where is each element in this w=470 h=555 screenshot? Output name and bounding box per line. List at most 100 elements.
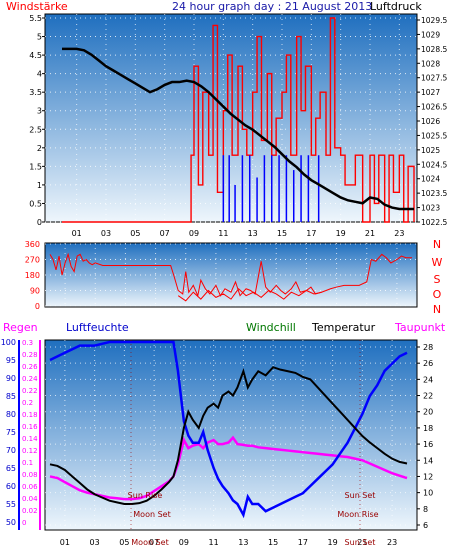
pressure-line	[62, 47, 414, 211]
hour-tick-label: 07	[160, 229, 170, 238]
hour-tick-label: 17	[298, 538, 308, 547]
wind-direction-line	[177, 288, 322, 302]
annotation-label: Moon Rise	[337, 510, 378, 519]
rain-tick-label: 0.06	[22, 483, 38, 491]
wind-tick-label: 1.5	[29, 162, 42, 171]
hour-tick-label: 13	[238, 538, 248, 547]
direction-tick-label: 0	[35, 302, 40, 311]
wind-tick-label: 5	[37, 33, 42, 42]
compass-label: O	[433, 288, 442, 301]
temperature-label: Temperatur	[311, 321, 376, 334]
wind-tick-label: 2	[37, 144, 42, 153]
rain-tick-label: 0.12	[22, 447, 38, 455]
pressure-tick-label: 1026.5	[421, 103, 447, 112]
rain-axis-ticks: 0 0.02 0.04 0.06 0.08 0.1 0.12 0.14 0.16 0.18 0.2 0…	[22, 339, 38, 527]
temperature-tick-label: 6	[423, 521, 428, 530]
hour-axis-ticks-top: 01 03 05 07 09 11 13 15 17 19 21 23	[72, 229, 405, 238]
humidity-tick-label: 60	[6, 482, 16, 491]
humidity-tick-label: 65	[6, 464, 16, 473]
hour-tick-label: 05	[119, 538, 129, 547]
humidity-tick-label: 75	[6, 428, 16, 437]
temperature-tick-label: 24	[423, 375, 433, 384]
pressure-tick-label: 1027.5	[421, 74, 447, 83]
wind-pressure-plot-area	[44, 13, 418, 223]
pressure-tick-label: 1026	[421, 117, 440, 126]
hour-tick-label: 09	[189, 229, 199, 238]
annotation-label: Moon Set	[131, 538, 168, 547]
rain-tick-label: 0.04	[22, 495, 38, 503]
compass-label: W	[432, 256, 443, 269]
wind-axis-ticks: 0 0.5 1 1.5 2 2.5 3 3.5 4 4.5 5 5.5	[29, 14, 45, 227]
wind-direction-series	[49, 252, 412, 302]
hour-tick-label: 13	[248, 229, 258, 238]
hour-tick-label: 17	[306, 229, 316, 238]
pressure-tick-label: 1023	[421, 204, 440, 213]
hour-tick-label: 23	[394, 229, 404, 238]
humidity-tick-label: 70	[6, 446, 16, 455]
rain-label: Regen	[3, 321, 38, 334]
wind-strength-label: Windstärke	[6, 0, 68, 13]
temperature-tick-label: 28	[423, 343, 433, 352]
dewpoint-line	[49, 435, 408, 501]
humidity-tick-label: 100	[1, 338, 16, 347]
temperature-tick-label: 26	[423, 359, 433, 368]
humidity-tick-label: 55	[6, 500, 16, 509]
rain-tick-label: 0.18	[22, 411, 38, 419]
pressure-tick-label: 1024.5	[421, 160, 447, 169]
pressure-tick-label: 1024	[421, 175, 440, 184]
hour-tick-label: 15	[268, 538, 278, 547]
dewpoint-label: Taupunkt	[394, 321, 446, 334]
hour-tick-label: 19	[328, 538, 338, 547]
graph-title: 24 hour graph day : 21 August 2013	[172, 0, 372, 13]
temperature-tick-label: 12	[423, 472, 433, 481]
hour-tick-label: 19	[336, 229, 346, 238]
pressure-tick-label: 1029	[421, 30, 440, 39]
temperature-tick-label: 8	[423, 505, 428, 514]
pressure-tick-label: 1028	[421, 59, 440, 68]
hour-tick-label: 03	[101, 229, 111, 238]
wind-tick-label: 3.5	[29, 88, 42, 97]
wind-tick-label: 1	[37, 181, 42, 190]
sun-moon-annotations: Sun Rise Moon Set Moon Set Sun Set Moon Rise…	[128, 340, 379, 547]
humidity-tick-label: 85	[6, 392, 16, 401]
temperature-tick-label: 16	[423, 440, 433, 449]
hour-tick-label: 03	[90, 538, 100, 547]
humidity-label: Luftfeuchte	[66, 321, 129, 334]
hour-tick-label: 09	[179, 538, 189, 547]
annotation-label: Sun Set	[345, 491, 376, 500]
temperature-series	[49, 340, 408, 519]
pressure-tick-label: 1028.5	[421, 45, 447, 54]
hour-tick-label: 21	[357, 538, 367, 547]
annotation-label: Sun Rise	[128, 491, 163, 500]
rain-tick-label: 0.2	[22, 399, 33, 407]
pressure-tick-label: 1025.5	[421, 131, 447, 140]
wind-speed-line	[62, 17, 415, 223]
pressure-label: Luftdruck	[370, 0, 422, 13]
wind-tick-label: 3	[37, 107, 42, 116]
temperature-tick-label: 20	[423, 408, 433, 417]
rain-tick-label: 0	[22, 519, 26, 527]
wind-direction-line	[49, 252, 412, 298]
wind-pressure-series	[62, 17, 415, 223]
hour-tick-label: 23	[387, 538, 397, 547]
pressure-axis-ticks: 1022.5 1023 1023.5 1024 1024.5 1025 1025.5 1026…	[417, 16, 447, 227]
pressure-tick-label: 1023.5	[421, 189, 447, 198]
rain-tick-label: 0.24	[22, 375, 38, 383]
compass-label: S	[434, 273, 441, 286]
rain-tick-label: 0.08	[22, 471, 38, 479]
direction-tick-label: 360	[25, 240, 40, 249]
hour-tick-label: 11	[218, 229, 228, 238]
wind-direction-grid	[45, 243, 417, 307]
annotation-label: Moon Set	[133, 510, 170, 519]
hour-tick-label: 15	[277, 229, 287, 238]
temperature-axis-ticks: 6 8 10 12 14 16 18 20 22 24 26 28	[417, 343, 433, 530]
wind-tick-label: 4	[37, 70, 42, 79]
hour-tick-label: 01	[72, 229, 82, 238]
temperature-tick-label: 14	[423, 456, 433, 465]
direction-axis-ticks: 0 90 180 270 360	[25, 240, 40, 311]
direction-tick-label: 270	[25, 256, 40, 265]
wind-tick-label: 0	[37, 218, 42, 227]
rain-tick-label: 0.16	[22, 423, 38, 431]
humidity-line	[49, 340, 408, 519]
